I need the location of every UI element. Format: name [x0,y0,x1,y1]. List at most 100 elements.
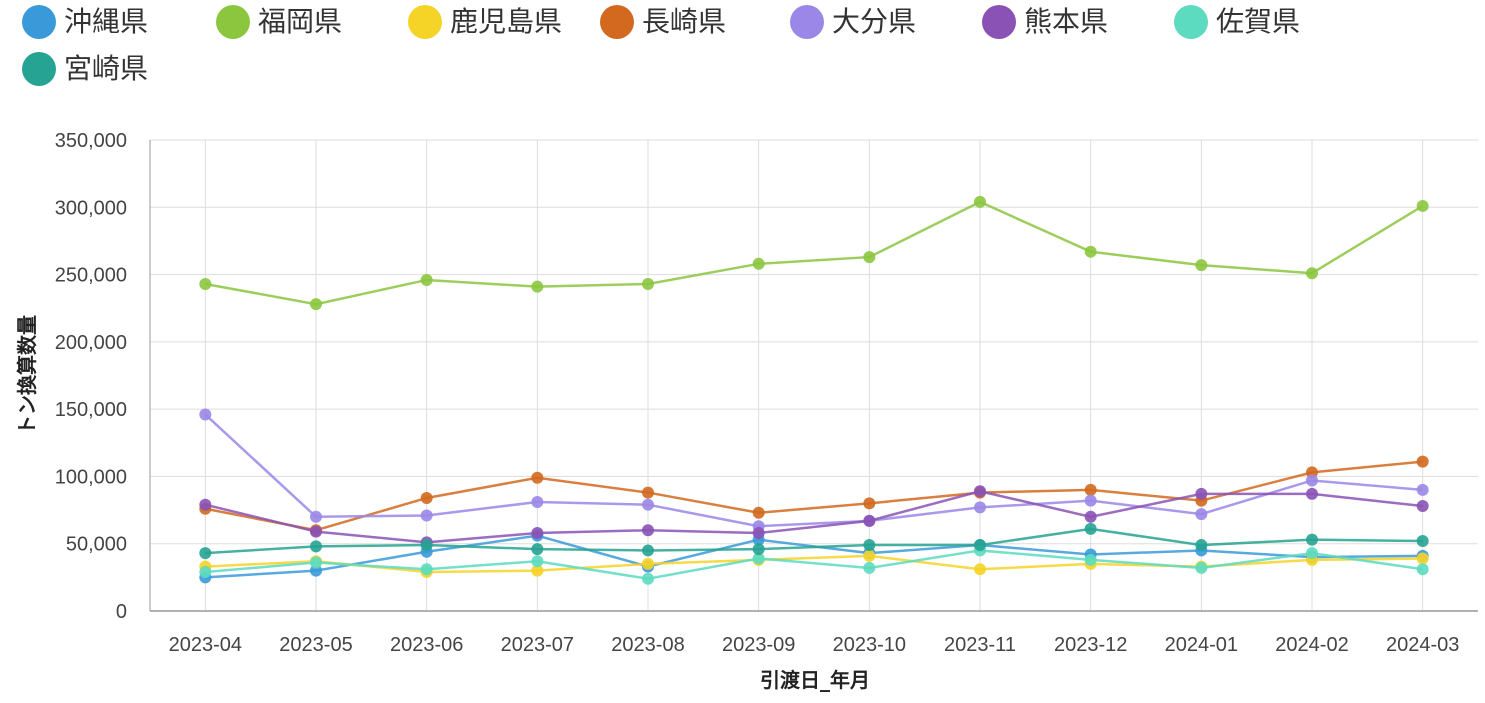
data-point [974,501,986,514]
x-tick-label: 2024-03 [1386,634,1459,656]
x-tick-label: 2023-08 [611,634,684,656]
data-point [1195,487,1208,500]
series-line [205,489,1423,544]
series-line [205,549,1423,580]
data-point [531,280,544,293]
data-point [199,547,212,560]
data-point [1195,561,1208,574]
data-point [1416,535,1429,548]
data-point [531,471,544,484]
data-point [1416,199,1429,212]
legend-item[interactable]: 宮崎県 [22,49,148,89]
legend-item[interactable]: 熊本県 [982,2,1108,42]
data-point [1306,487,1318,500]
x-tick-label: 2024-01 [1165,634,1238,656]
data-point [1416,483,1429,496]
data-point [863,561,876,574]
data-point [1084,494,1097,507]
data-point [863,514,876,527]
data-point [531,495,544,508]
legend-label: 佐賀県 [1216,5,1301,38]
data-point [1306,533,1318,546]
x-tick-label: 2023-12 [1054,634,1127,656]
legend-marker-icon [982,5,1016,39]
legend-item[interactable]: 沖縄県 [22,2,148,42]
legend-label: 大分県 [832,5,917,38]
data-point [642,498,654,511]
data-point [752,543,765,556]
x-tick-label: 2024-02 [1275,634,1348,656]
data-point [1416,500,1429,513]
data-point [642,557,654,570]
data-point [531,526,544,539]
data-point [752,257,765,270]
legend-marker-icon [790,5,824,39]
y-tick-labels: 0 50,000 100,000 150,000 200,000 250,000 300,0… [55,130,127,623]
series-2 [199,195,1429,311]
data-point [974,485,986,498]
data-point [1195,539,1208,552]
data-point [1416,552,1429,565]
data-point [1084,483,1097,496]
legend-marker-icon [22,5,56,39]
x-tick-label: 2023-10 [833,634,906,656]
series-line [205,200,1424,306]
data-point [1416,455,1429,468]
data-point [642,277,654,290]
data-point [642,572,654,585]
legend-item[interactable]: 佐賀県 [1174,2,1300,42]
data-point [1084,510,1097,523]
legend-item[interactable]: 鹿児島県 [408,2,562,42]
y-tick-label: 0 [116,601,127,623]
series-line [205,527,1423,555]
data-point [1306,547,1318,560]
data-point [863,497,876,510]
legend-label: 沖縄県 [64,5,149,38]
data-point [642,544,654,557]
y-tick-label: 50,000 [66,534,127,556]
y-tick-label: 350,000 [55,130,127,152]
y-tick-label: 100,000 [55,466,127,488]
legend-label: 長崎県 [642,5,727,38]
data-point [199,498,212,511]
data-point [1084,245,1097,258]
y-axis-title: トン換算数量 [15,315,39,435]
series-line [205,460,1423,532]
y-tick-label: 200,000 [55,332,127,354]
data-point [531,555,544,568]
data-point [1084,522,1097,535]
y-tick-label: 250,000 [55,265,127,287]
legend-marker-icon [600,5,634,39]
legend-item[interactable]: 大分県 [790,2,916,42]
data-point [310,540,322,553]
legend-label: 福岡県 [258,5,343,38]
legend-item[interactable]: 長崎県 [600,2,726,42]
data-point [310,298,322,311]
y-tick-label: 150,000 [55,399,127,421]
legend-item[interactable]: 福岡県 [216,2,342,42]
x-tick-labels: 2023-04 2023-05 2023-06 2023-07 2023-08 2023-… [169,634,1460,656]
x-tick-label: 2023-06 [390,634,463,656]
data-point [310,525,322,538]
legend-marker-icon [22,52,56,86]
data-point [310,510,322,523]
series-8 [199,522,1429,560]
legend-marker-icon [1174,5,1208,39]
data-point [752,526,765,539]
data-point [531,564,544,577]
data-point [1306,474,1318,487]
legend-marker-icon [408,5,442,39]
data-point [863,539,876,552]
data-point [420,563,433,576]
y-tick-label: 300,000 [55,197,127,219]
series-line [204,413,1423,528]
x-axis-title: 引渡日_年月 [760,668,870,692]
legend-label: 宮崎県 [64,52,149,85]
data-point [199,408,212,421]
data-point [642,524,654,537]
data-point [420,273,433,286]
data-point [420,539,433,552]
x-tick-label: 2023-05 [279,634,352,656]
axes [149,140,1478,612]
x-tick-label: 2023-04 [169,634,242,656]
